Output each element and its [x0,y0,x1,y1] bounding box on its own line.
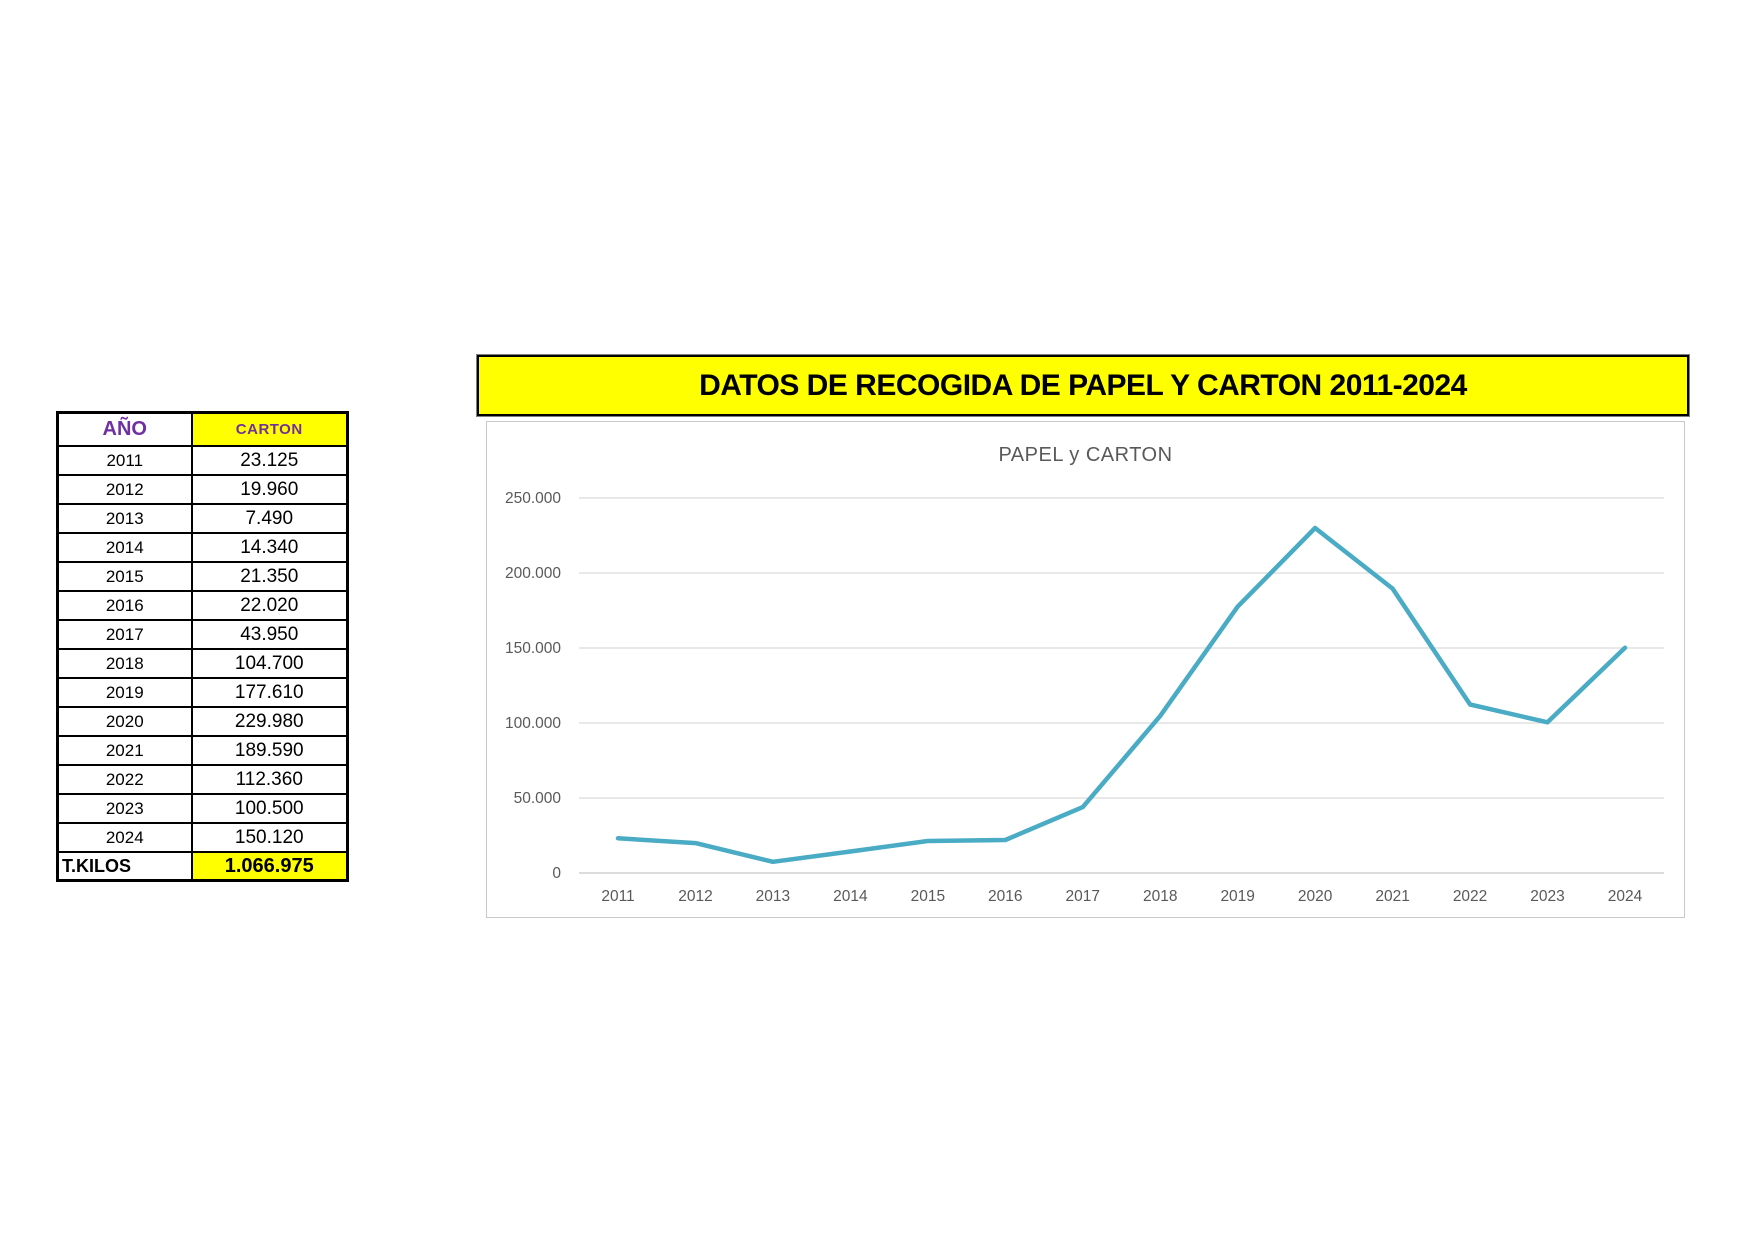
carton-data-line [615,525,1628,865]
table-total-row: T.KILOS 1.066.975 [56,850,349,882]
year-cell: 2014 [56,531,193,563]
year-cell: 2021 [56,734,193,766]
chart-banner: DATOS DE RECOGIDA DE PAPEL Y CARTON 2011… [477,355,1689,416]
table-row: 2018 104.700 [56,647,349,679]
carton-value-cell: 22.020 [190,589,349,621]
carton-value-cell: 43.950 [190,618,349,650]
line-chart-svg: 0 50.000 100.000 150.000 200.000 250.000 2011 2… [505,490,1664,905]
carton-value-cell: 177.610 [190,676,349,708]
year-cell: 2012 [56,473,193,505]
table-row: 2022 112.360 [56,763,349,795]
table-row: 2023 100.500 [56,792,349,824]
table-row: 2013 7.490 [56,502,349,534]
y-tick-label: 250.000 [505,490,561,507]
table-row: 2019 177.610 [56,676,349,708]
y-tick-label: 0 [552,865,561,882]
carton-value-cell: 104.700 [190,647,349,679]
table-header-row: AÑO CARTON [56,411,349,447]
x-tick-label: 2014 [833,888,868,905]
year-cell: 2018 [56,647,193,679]
year-cell: 2013 [56,502,193,534]
year-cell: 2016 [56,589,193,621]
banner-title-text: DATOS DE RECOGIDA DE PAPEL Y CARTON 2011… [699,368,1467,402]
total-kilos-label: T.KILOS [56,850,193,882]
x-tick-label: 2021 [1375,888,1409,905]
x-tick-label: 2011 [601,888,634,905]
x-tick-label: 2023 [1530,888,1564,905]
year-cell: 2024 [56,821,193,853]
total-kilos-value: 1.066.975 [190,850,349,882]
x-tick-label: 2016 [988,888,1022,905]
table-row: 2011 23.125 [56,444,349,476]
year-cell: 2019 [56,676,193,708]
x-tick-label: 2022 [1453,888,1487,905]
carton-value-cell: 229.980 [190,705,349,737]
chart-title: PAPEL y CARTON [998,444,1173,466]
table-row: 2014 14.340 [56,531,349,563]
line-chart-container: 0 50.000 100.000 150.000 200.000 250.000 2011 2… [486,421,1685,918]
year-cell: 2020 [56,705,193,737]
carton-value-cell: 19.960 [190,473,349,505]
carton-value-cell: 112.360 [190,763,349,795]
table-row: 2016 22.020 [56,589,349,621]
y-tick-label: 100.000 [505,715,561,732]
year-cell: 2017 [56,618,193,650]
carton-value-cell: 21.350 [190,560,349,592]
table-row: 2012 19.960 [56,473,349,505]
table-header-year: AÑO [56,411,193,447]
y-tick-label: 50.000 [514,790,562,807]
x-tick-label: 2019 [1220,888,1254,905]
carton-value-cell: 7.490 [190,502,349,534]
x-tick-label: 2013 [756,888,790,905]
table-row: 2017 43.950 [56,618,349,650]
carton-data-table: AÑO CARTON 2011 23.125 2012 19.960 2013 7.490… [56,411,349,882]
carton-value-cell: 100.500 [190,792,349,824]
x-tick-label: 2012 [678,888,712,905]
x-tick-label: 2020 [1298,888,1333,905]
carton-value-cell: 150.120 [190,821,349,853]
carton-value-cell: 14.340 [190,531,349,563]
year-cell: 2022 [56,763,193,795]
year-cell: 2023 [56,792,193,824]
table-row: 2015 21.350 [56,560,349,592]
y-tick-label: 150.000 [505,640,561,657]
year-cell: 2011 [56,444,193,476]
carton-value-cell: 189.590 [190,734,349,766]
table-row: 2020 229.980 [56,705,349,737]
x-tick-label: 2018 [1143,888,1177,905]
y-tick-label: 200.000 [505,565,561,582]
x-tick-label: 2015 [911,888,945,905]
year-cell: 2015 [56,560,193,592]
x-tick-label: 2017 [1066,888,1100,905]
table-row: 2021 189.590 [56,734,349,766]
table-header-carton: CARTON [190,411,349,447]
table-row: 2024 150.120 [56,821,349,853]
carton-value-cell: 23.125 [190,444,349,476]
x-tick-label: 2024 [1608,888,1643,905]
